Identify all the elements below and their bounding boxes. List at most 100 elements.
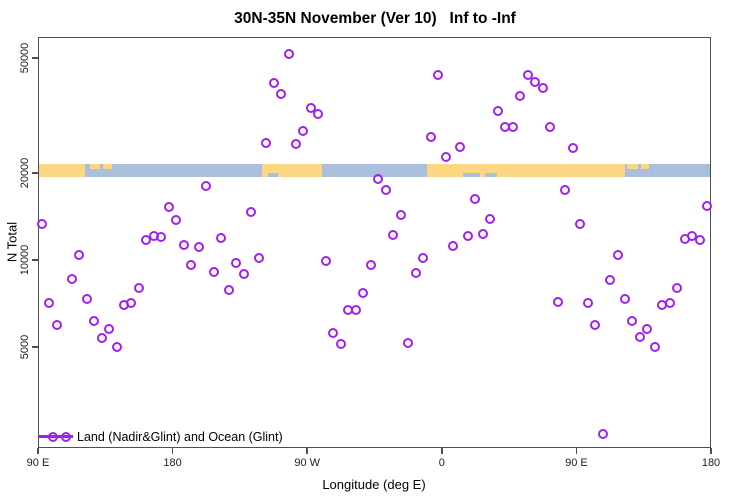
scatter-point [231, 258, 242, 269]
x-tick-label: 0 [438, 457, 445, 469]
x-tick [37, 448, 39, 454]
scatter-point [612, 250, 623, 261]
land-segment [426, 164, 625, 177]
y-tick-label: 5000 [19, 334, 31, 360]
land-patch [103, 164, 113, 169]
scatter-point [620, 293, 630, 304]
scatter-point [567, 143, 578, 154]
scatter-point [477, 229, 488, 240]
scatter-point [440, 151, 451, 162]
scatter-point [298, 126, 309, 137]
scatter-point [238, 269, 249, 280]
scatter-point [66, 274, 77, 285]
scatter-point [410, 267, 421, 278]
scatter-point [373, 174, 384, 185]
legend-label: Land (Nadir&Glint) and Ocean (Glint) [77, 430, 283, 444]
ocean-notch [267, 173, 279, 177]
y-tick-label: 10000 [19, 244, 31, 276]
scatter-point [253, 252, 264, 263]
scatter-point [111, 341, 122, 352]
x-tick [306, 448, 308, 454]
scatter-point [492, 105, 503, 116]
scatter-point [597, 429, 608, 440]
scatter-point [462, 231, 473, 242]
chart-title: 30N-35N November (Ver 10) Inf to -Inf [234, 10, 516, 27]
scatter-point [51, 320, 62, 331]
scatter-point [171, 214, 182, 225]
scatter-point [702, 200, 713, 211]
scatter-point [290, 138, 301, 149]
scatter-point [223, 285, 234, 296]
scatter-point [470, 193, 481, 204]
land-segment [39, 164, 86, 177]
y-tick [32, 259, 38, 261]
scatter-point [36, 219, 47, 230]
scatter-point [530, 76, 541, 87]
scatter-point [694, 235, 705, 246]
x-tick [171, 448, 174, 454]
scatter-point [261, 138, 272, 149]
scatter-point [418, 252, 429, 263]
scatter-point [283, 49, 294, 60]
scatter-point [664, 297, 675, 308]
ocean-notch [485, 173, 498, 177]
scatter-point [485, 213, 496, 224]
land-patch [627, 164, 638, 169]
scatter-point [74, 250, 85, 261]
x-tick-label: 90 W [294, 457, 321, 469]
scatter-point [425, 132, 436, 143]
scatter-point [380, 184, 391, 195]
y-tick [32, 57, 38, 59]
scatter-point [268, 78, 279, 89]
scatter-point [305, 102, 316, 113]
scatter-point [335, 338, 346, 349]
scatter-point [313, 109, 324, 119]
scatter-point [448, 240, 459, 251]
scatter-point [403, 337, 414, 348]
scatter-point [507, 121, 518, 132]
legend-point-icon [48, 431, 58, 442]
scatter-point [545, 121, 556, 132]
x-tick-label: 90 E [26, 457, 50, 469]
scatter-point [350, 305, 361, 316]
scatter-point [178, 239, 189, 250]
scatter-point [537, 82, 548, 93]
scatter-point [365, 260, 376, 271]
scatter-point [522, 69, 533, 80]
ocean-notch [463, 173, 480, 177]
scatter-point [156, 232, 167, 243]
scatter-point [186, 260, 197, 271]
y-tick [32, 172, 38, 174]
scatter-point [358, 287, 369, 298]
scatter-point [515, 90, 526, 101]
x-tick-label: 180 [701, 457, 721, 469]
y-tick-label: 50000 [19, 42, 31, 74]
scatter-point [395, 210, 406, 221]
scatter-point [582, 297, 593, 308]
scatter-point [216, 233, 227, 244]
scatter-point [552, 296, 563, 307]
scatter-point [193, 241, 204, 252]
x-tick-label: 180 [163, 457, 182, 469]
y-tick [32, 346, 38, 348]
scatter-point [455, 142, 466, 153]
y-tick-label: 20000 [19, 157, 31, 189]
scatter-point [44, 297, 55, 308]
legend-point-icon [61, 431, 71, 442]
scatter-point [320, 256, 331, 266]
x-tick [575, 448, 578, 454]
scatter-point [627, 316, 638, 326]
x-axis-title: Longitude (deg E) [322, 477, 426, 492]
scatter-point [642, 323, 653, 334]
x-tick [441, 448, 443, 454]
scatter-point [104, 324, 115, 335]
scatter-point [388, 230, 399, 241]
y-axis-title: N Total [4, 221, 20, 263]
scatter-point [605, 275, 616, 286]
scatter-point [133, 282, 144, 293]
scatter-point [672, 282, 683, 293]
scatter-point [575, 219, 586, 230]
land-patch [89, 164, 101, 169]
scatter-point [89, 316, 100, 326]
scatter-point [433, 69, 444, 80]
